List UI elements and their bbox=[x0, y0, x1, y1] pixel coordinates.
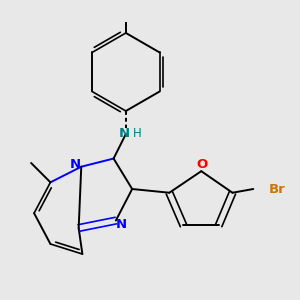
Text: H: H bbox=[134, 127, 142, 140]
Text: N: N bbox=[116, 218, 127, 231]
Text: O: O bbox=[196, 158, 208, 171]
Text: N: N bbox=[119, 127, 130, 140]
Text: Br: Br bbox=[269, 182, 286, 196]
Text: N: N bbox=[70, 158, 81, 171]
